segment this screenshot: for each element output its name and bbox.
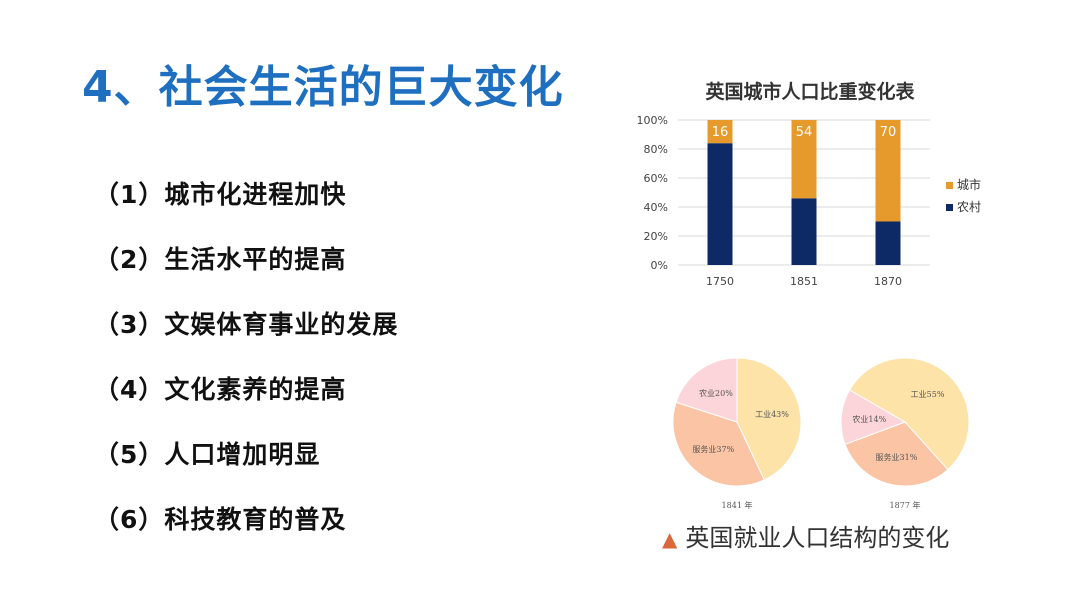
pie-slice-label: 农业14% [852, 414, 886, 424]
slide-title: 4、社会生活的巨大变化 [82, 62, 564, 113]
bar-urban [791, 120, 817, 199]
bar-urban [875, 120, 901, 222]
pie-slice-label: 工业43% [755, 409, 789, 419]
pie-slice-label: 服务业31% [876, 452, 918, 462]
point-item: （4）文化素养的提高 [94, 375, 347, 404]
y-tick-label: 0% [651, 259, 668, 272]
point-item: （3）文娱体育事业的发展 [94, 310, 399, 339]
y-tick-label: 20% [644, 230, 668, 243]
pie-slice [675, 357, 738, 423]
pie-slice [840, 389, 907, 445]
chart-title: 英国城市人口比重变化表 [705, 80, 915, 103]
legend-label: 农村 [957, 200, 981, 214]
employment-pie-charts: 工业43% 服务业37% 农业20% 1841 年 工业55% 服务业31% 农业14% 18… [672, 357, 970, 510]
legend-label: 城市 [957, 177, 981, 192]
pie-slice-label: 服务业37% [692, 444, 734, 454]
x-tick-label: 1750 [706, 275, 734, 288]
point-item: （6）科技教育的普及 [94, 505, 347, 534]
data-label: 54 [796, 125, 813, 140]
point-list: （1）城市化进程加快 （2）生活水平的提高 （3）文娱体育事业的发展 （4）文化… [94, 170, 534, 560]
pie-slice [848, 357, 970, 471]
bar-rural [791, 198, 817, 265]
point-item: （2）生活水平的提高 [94, 245, 347, 274]
pie-caption-text: 英国就业人口结构的变化 [685, 524, 950, 552]
bar-rural [707, 143, 733, 265]
point-item: （5）人口增加明显 [94, 440, 321, 469]
pie-caption-year: 1877 年 [890, 500, 921, 510]
y-tick-label: 80% [644, 143, 668, 156]
triangle-icon: ▲ [662, 527, 678, 551]
bar-urban [707, 120, 733, 144]
urban-population-bar-chart: 英国城市人口比重变化表 0% 20% 40% 60% 80% 100% 16 1750 54 185… [637, 80, 981, 288]
pie-caption-year: 1841 年 [722, 500, 753, 510]
y-tick-label: 100% [637, 114, 668, 127]
pie-1877: 工业55% 服务业31% 农业14% 1877 年 [840, 357, 970, 510]
point-item: （1）城市化进程加快 [94, 180, 347, 209]
pie-slice [672, 401, 765, 487]
pie-slice-label: 农业20% [699, 388, 733, 398]
legend-swatch [946, 182, 953, 189]
x-tick-label: 1870 [874, 275, 902, 288]
bar-rural [875, 221, 901, 265]
pie-slice [844, 421, 949, 487]
y-tick-label: 40% [644, 201, 668, 214]
y-tick-label: 60% [644, 172, 668, 185]
legend-swatch [946, 204, 953, 211]
data-label: 16 [712, 125, 729, 140]
pie-slice [736, 357, 802, 481]
pie-caption: ▲ 英国就业人口结构的变化 [662, 518, 949, 553]
pie-1841: 工业43% 服务业37% 农业20% 1841 年 [672, 357, 802, 510]
x-tick-label: 1851 [790, 275, 818, 288]
data-label: 70 [880, 125, 897, 140]
pie-slice-label: 工业55% [911, 389, 945, 399]
